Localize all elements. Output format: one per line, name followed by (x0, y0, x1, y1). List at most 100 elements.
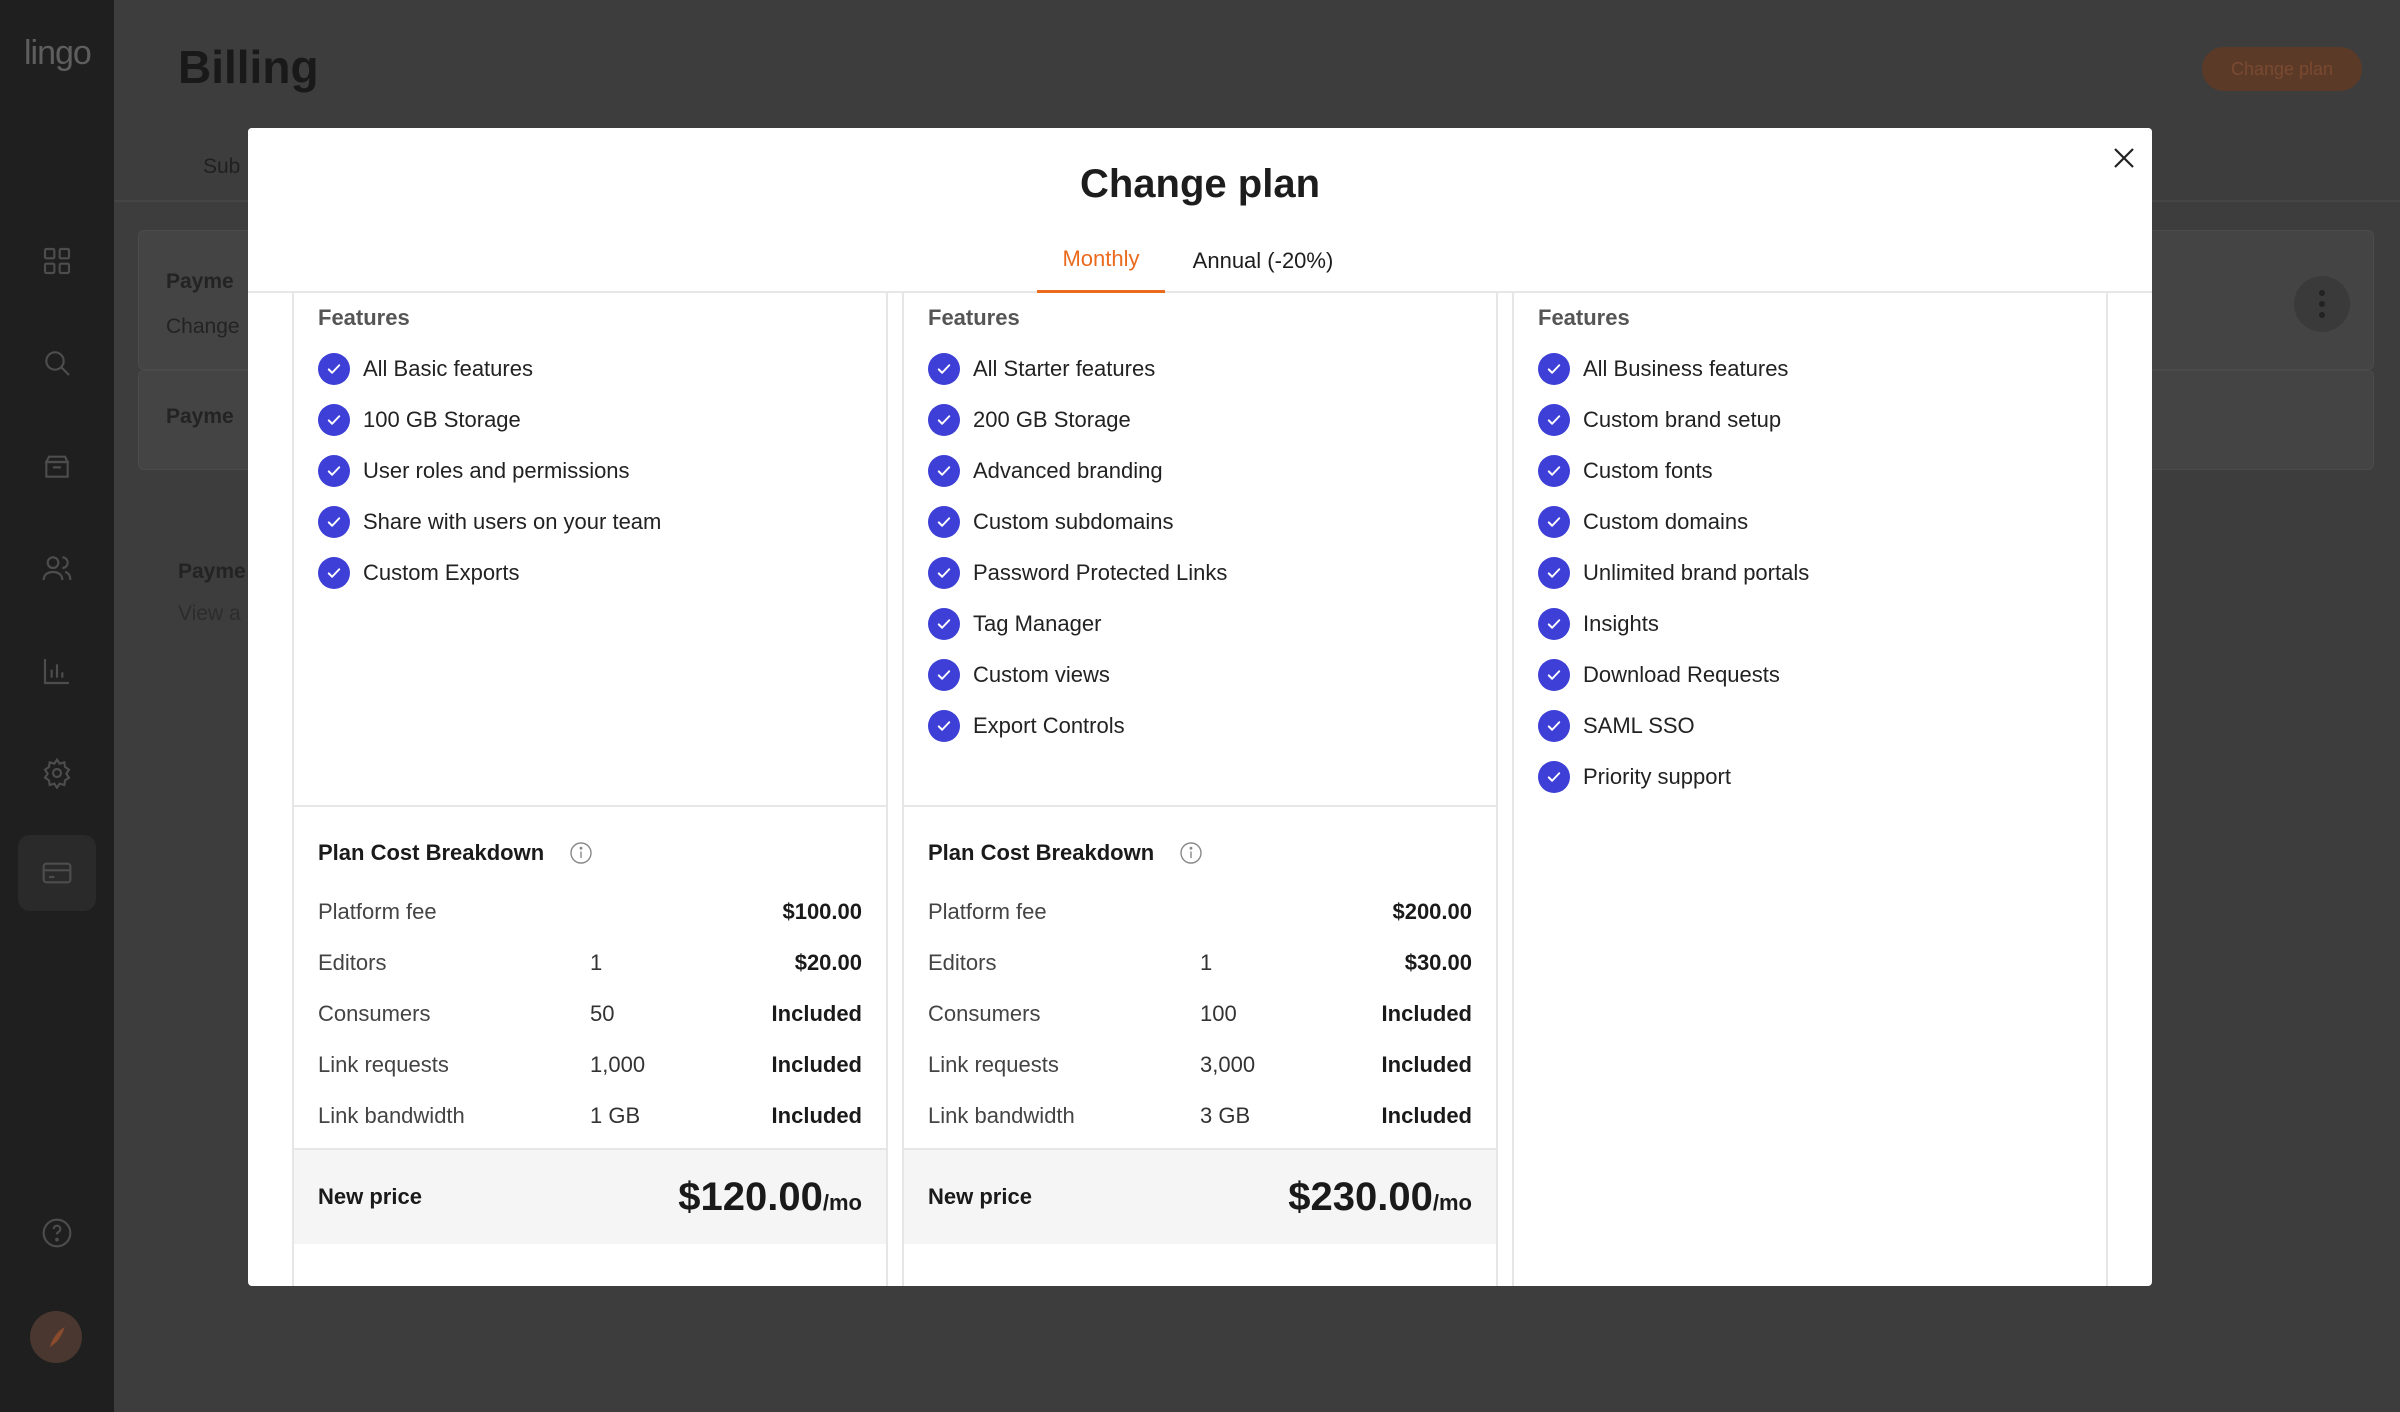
check-icon (1538, 505, 1570, 538)
check-icon (928, 658, 960, 691)
feature-item: Unlimited brand portals (1538, 547, 2082, 598)
feature-item: 100 GB Storage (318, 394, 862, 445)
check-icon (318, 454, 350, 487)
feature-label: Share with users on your team (363, 508, 662, 534)
cost-quantity: 1,000 (590, 1051, 646, 1077)
feature-item: Custom brand setup (1538, 394, 2082, 445)
cost-row: Consumers 50 Included (318, 988, 862, 1039)
app-logo[interactable]: lingo (24, 34, 92, 72)
plan-cost-breakdown: Plan Cost Breakdown Platform fee $100.00 E… (294, 805, 886, 1148)
check-icon (1538, 658, 1570, 691)
plan-card-3: Features All Business features Custom bra… (1512, 293, 2108, 1286)
feature-item: Custom subdomains (928, 496, 1472, 547)
breakdown-title-text: Plan Cost Breakdown (318, 840, 545, 865)
feature-label: All Starter features (973, 355, 1156, 381)
tab-subscription[interactable]: Sub (203, 155, 241, 178)
cost-value: $200.00 (1392, 898, 1472, 924)
cost-row: Editors 1 $30.00 (928, 937, 1472, 988)
avatar[interactable] (30, 1311, 82, 1363)
info-icon[interactable] (1178, 840, 1204, 866)
cost-row: Platform fee $200.00 (928, 886, 1472, 937)
cost-label: Link bandwidth (318, 1102, 465, 1128)
feature-label: Unlimited brand portals (1583, 559, 1810, 585)
feature-item: Export Controls (928, 700, 1472, 751)
features-heading: Features (318, 305, 410, 330)
feature-label: Custom domains (1583, 508, 1749, 534)
cost-row: Link requests 1,000 Included (318, 1039, 862, 1090)
check-icon (1538, 709, 1570, 742)
search-icon[interactable] (37, 343, 77, 383)
cost-label: Consumers (318, 1000, 431, 1026)
new-price-unit: /mo (1432, 1189, 1472, 1215)
feature-item: Priority support (1538, 751, 2082, 802)
breakdown-title: Plan Cost Breakdown (928, 835, 1472, 871)
info-icon[interactable] (568, 840, 594, 866)
cost-label: Editors (928, 949, 997, 975)
new-price-row: New price $120.00/mo (294, 1148, 886, 1244)
plan-features: Features All Business features Custom bra… (1514, 293, 2106, 805)
check-icon (318, 556, 350, 589)
cost-label: Consumers (928, 1000, 1041, 1026)
feature-item: All Starter features (928, 343, 1472, 394)
plan-card-1: Features All Basic features 100 GB Storag… (292, 293, 888, 1286)
feature-item: SAML SSO (1538, 700, 2082, 751)
page-title: Billing (178, 41, 319, 93)
feature-label: 200 GB Storage (973, 406, 1131, 432)
feature-item: Advanced branding (928, 445, 1472, 496)
feature-label: User roles and permissions (363, 457, 630, 483)
modal-title: Change plan (1079, 162, 1321, 206)
feature-label: Insights (1583, 610, 1659, 636)
cost-quantity: 3 GB (1200, 1102, 1251, 1128)
check-icon (1538, 454, 1570, 487)
check-icon (1538, 760, 1570, 793)
feature-label: Password Protected Links (973, 559, 1228, 585)
grid-icon[interactable] (37, 241, 77, 281)
feature-label: Tag Manager (973, 610, 1102, 636)
feature-label: Advanced branding (973, 457, 1163, 483)
cost-row: Platform fee $100.00 (318, 886, 862, 937)
change-plan-modal: Change plan Monthly Annual (-20%) Featur… (248, 128, 2152, 1286)
feature-list: All Basic features 100 GB Storage User rol… (318, 343, 862, 598)
credit-card-icon[interactable] (18, 835, 96, 911)
cost-quantity: 1 GB (590, 1102, 641, 1128)
tab-annual[interactable]: Annual (-20%) (1192, 247, 1334, 273)
feature-label: Custom subdomains (973, 508, 1174, 534)
cost-list: Platform fee $200.00 Editors 1 $30.00 Consume… (928, 886, 1472, 1141)
gear-icon[interactable] (37, 753, 77, 793)
feature-item: Custom Exports (318, 547, 862, 598)
tab-monthly[interactable]: Monthly (1037, 228, 1165, 293)
cost-row: Link bandwidth 1 GB Included (318, 1090, 862, 1141)
feature-label: Custom Exports (363, 559, 520, 585)
new-price-amount: $230.00 (1288, 1174, 1433, 1219)
feature-item: Custom fonts (1538, 445, 2082, 496)
payment-subtext: Change (166, 315, 240, 338)
archive-icon[interactable] (37, 446, 77, 486)
modal-header: Change plan Monthly Annual (-20%) (248, 128, 2152, 293)
cost-value: $100.00 (782, 898, 862, 924)
check-icon (1538, 352, 1570, 385)
help-icon[interactable] (37, 1213, 77, 1253)
check-icon (1538, 607, 1570, 640)
sidebar: lingo (0, 0, 114, 1412)
chart-icon[interactable] (37, 651, 77, 691)
feature-item: Custom views (928, 649, 1472, 700)
change-plan-button[interactable]: Change plan (2202, 47, 2362, 91)
cost-row: Editors 1 $20.00 (318, 937, 862, 988)
cost-quantity: 50 (590, 1000, 615, 1026)
more-options-icon[interactable] (2294, 276, 2350, 332)
close-icon[interactable] (2108, 142, 2140, 174)
check-icon (928, 556, 960, 589)
plan-features: Features All Basic features 100 GB Storag… (294, 293, 886, 805)
cost-row: Link requests 3,000 Included (928, 1039, 1472, 1090)
breakdown-title: Plan Cost Breakdown (318, 835, 862, 871)
cost-value: Included (1381, 1102, 1472, 1128)
payment-heading-3: Payme (178, 560, 246, 583)
users-icon[interactable] (37, 548, 77, 588)
cost-value: $20.00 (794, 949, 862, 975)
cost-label: Platform fee (928, 898, 1047, 924)
cost-quantity: 100 (1200, 1000, 1237, 1026)
new-price-row: New price $230.00/mo (904, 1148, 1496, 1244)
feature-item: User roles and permissions (318, 445, 862, 496)
feature-label: Custom brand setup (1583, 406, 1782, 432)
feature-label: 100 GB Storage (363, 406, 521, 432)
